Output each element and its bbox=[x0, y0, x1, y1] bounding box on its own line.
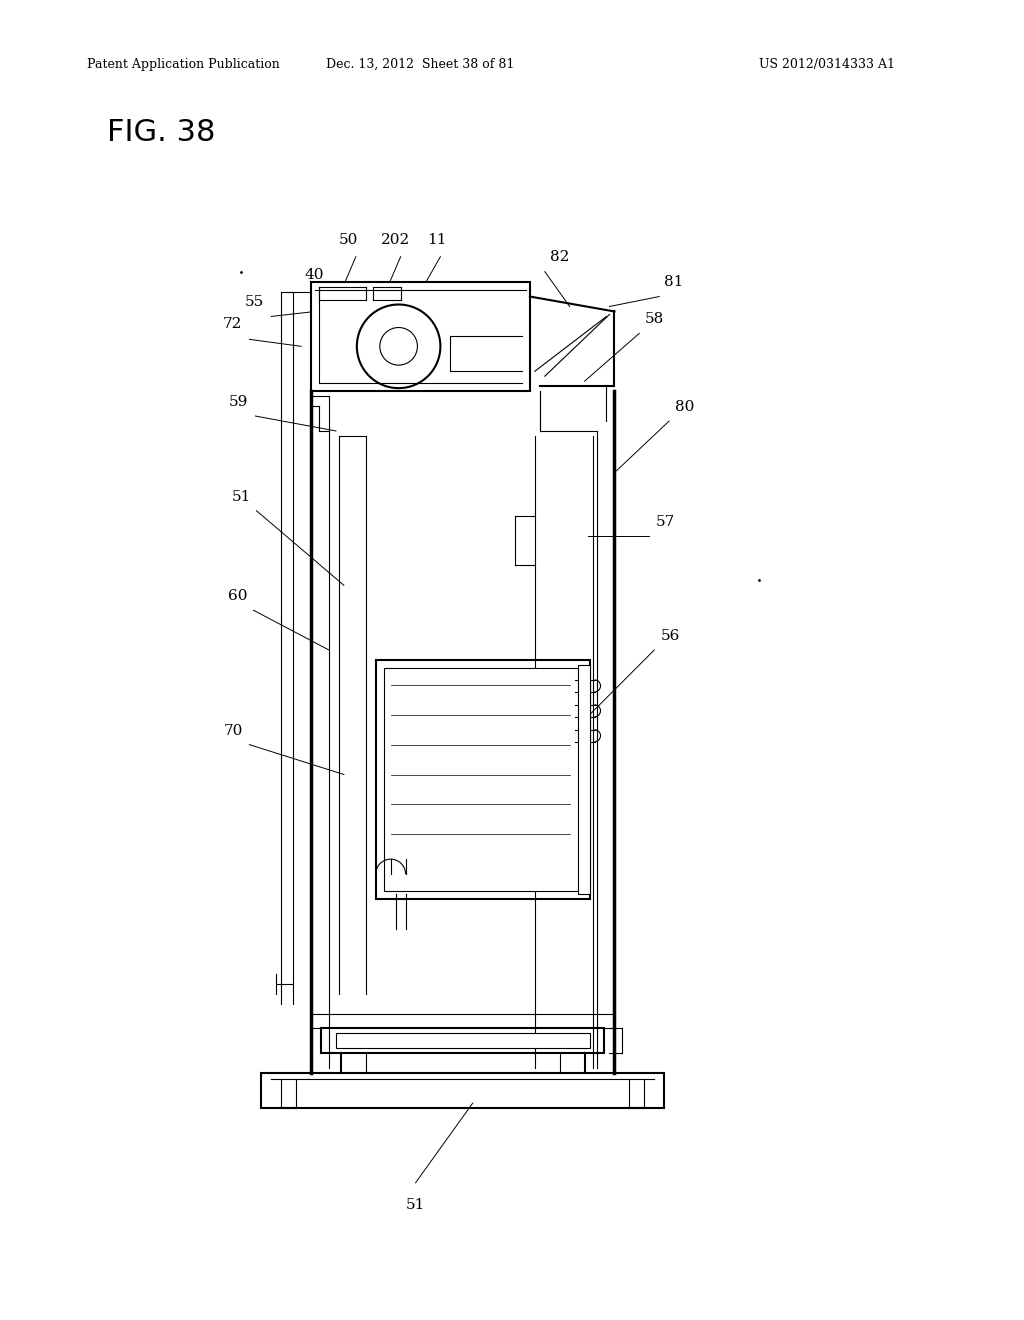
Text: FIG. 38: FIG. 38 bbox=[108, 117, 216, 147]
Text: 60: 60 bbox=[227, 589, 247, 603]
Bar bbox=[261, 1073, 665, 1107]
Text: 59: 59 bbox=[228, 395, 248, 409]
Text: 58: 58 bbox=[644, 313, 664, 326]
Text: 51: 51 bbox=[231, 490, 251, 504]
Text: 56: 56 bbox=[660, 630, 680, 643]
Text: 40: 40 bbox=[304, 268, 324, 281]
Bar bbox=[376, 660, 590, 899]
Text: 70: 70 bbox=[224, 723, 244, 738]
Bar bbox=[322, 1028, 604, 1053]
Text: 55: 55 bbox=[245, 296, 264, 309]
Text: 72: 72 bbox=[223, 317, 243, 331]
Text: 202: 202 bbox=[381, 232, 411, 247]
Text: 51: 51 bbox=[406, 1197, 425, 1212]
Text: 50: 50 bbox=[339, 232, 358, 247]
Text: 80: 80 bbox=[676, 400, 694, 414]
Text: 81: 81 bbox=[665, 275, 684, 289]
Bar bbox=[336, 1034, 590, 1048]
Text: Dec. 13, 2012  Sheet 38 of 81: Dec. 13, 2012 Sheet 38 of 81 bbox=[327, 58, 515, 71]
Text: 82: 82 bbox=[550, 249, 569, 264]
Bar bbox=[578, 665, 590, 894]
Text: 57: 57 bbox=[655, 515, 675, 528]
Text: 11: 11 bbox=[427, 232, 446, 247]
Bar bbox=[384, 668, 582, 891]
Text: US 2012/0314333 A1: US 2012/0314333 A1 bbox=[759, 58, 895, 71]
Bar bbox=[311, 281, 529, 391]
Text: Patent Application Publication: Patent Application Publication bbox=[87, 58, 281, 71]
